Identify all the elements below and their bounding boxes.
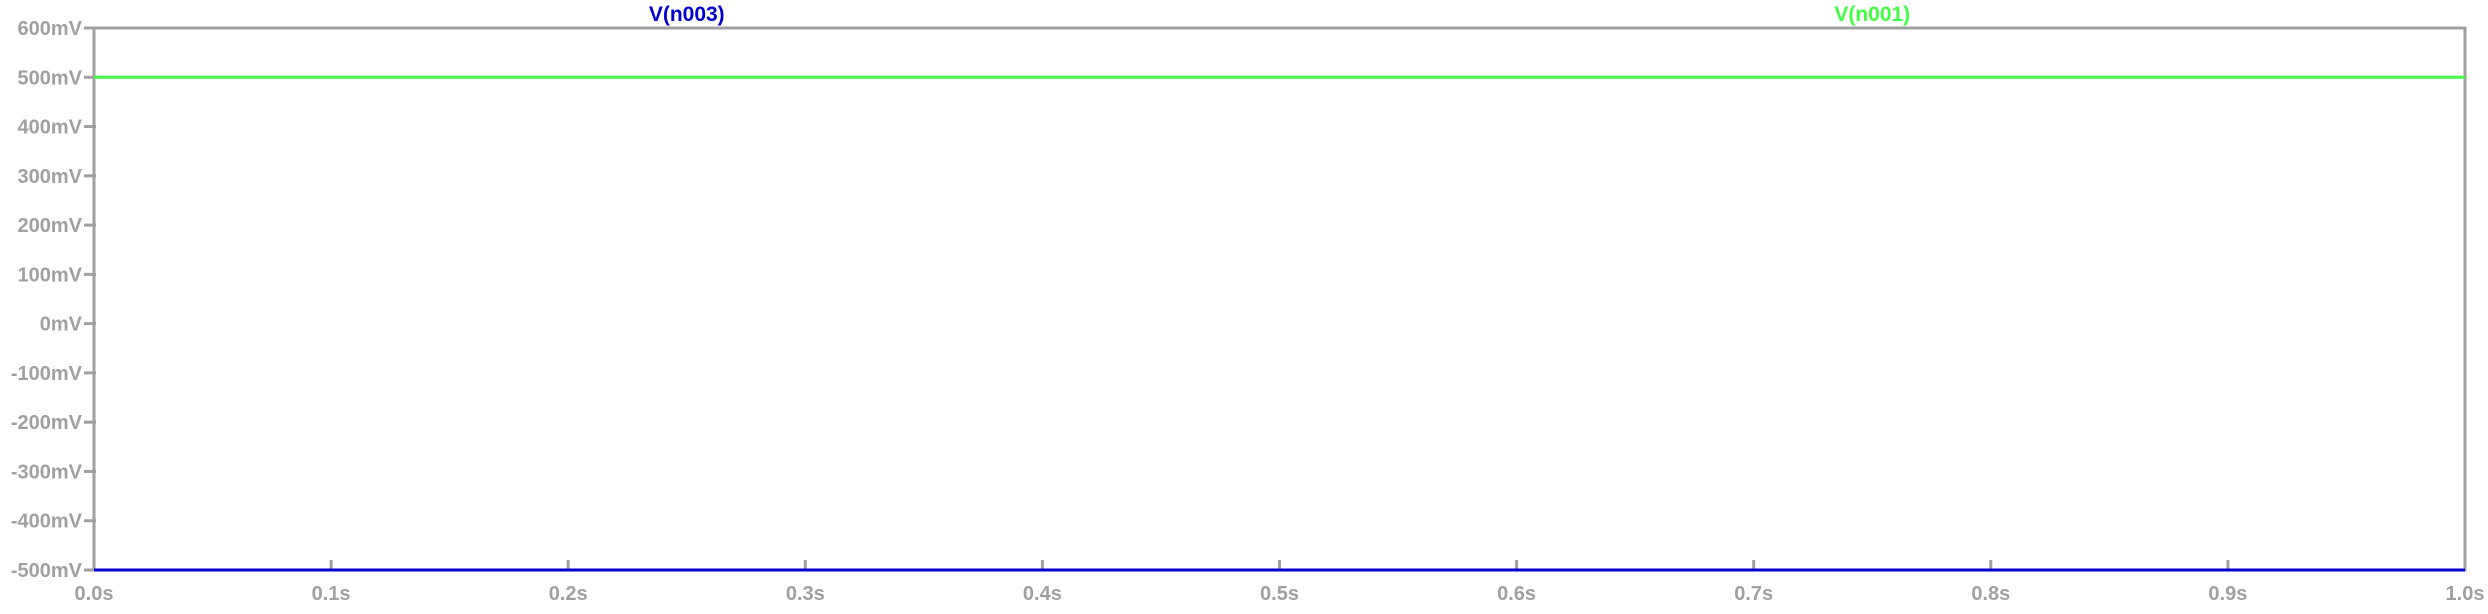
x-tick-label: 0.5s [1260, 583, 1299, 605]
y-tick-label: 0mV [40, 314, 83, 336]
x-tick-label: 0.6s [1497, 583, 1536, 605]
series-label-vn001[interactable]: V(n001) [1834, 3, 1910, 26]
x-tick-label: 1.0s [2446, 583, 2485, 605]
y-tick-label: -100mV [11, 363, 83, 385]
y-tick-label: 600mV [18, 18, 83, 40]
x-tick-label: 0.2s [549, 583, 588, 605]
x-tick-label: 0.3s [786, 583, 825, 605]
x-tick-label: 0.0s [75, 583, 114, 605]
series-traces [94, 75, 2465, 572]
x-tick-label: 0.9s [2208, 583, 2247, 605]
y-tick-label: -200mV [11, 412, 83, 434]
x-tick-label: 0.8s [1971, 583, 2010, 605]
x-tick-label: 0.1s [312, 583, 351, 605]
series-legend: V(n003) V(n001) [649, 3, 1910, 26]
y-tick-label: 200mV [18, 215, 83, 237]
y-tick-label: -500mV [11, 560, 83, 582]
y-axis-ticks: 600mV 500mV 400mV 300mV 200mV 100mV 0mV -100mV -… [11, 18, 96, 582]
y-tick-label: -300mV [11, 461, 83, 483]
y-tick-label: -400mV [11, 511, 83, 533]
y-tick-label: 400mV [18, 117, 83, 139]
y-tick-label: 500mV [18, 67, 83, 89]
x-axis-ticks: 0.0s 0.1s 0.2s 0.3s 0.4s 0.5s 0.6s 0.7s 0.8s 0.9s… [75, 560, 2485, 605]
y-tick-label: 100mV [18, 264, 83, 286]
x-tick-label: 0.7s [1734, 583, 1773, 605]
y-tick-label: 300mV [18, 166, 83, 188]
series-label-vn003[interactable]: V(n003) [649, 3, 725, 26]
plot-frame [92, 26, 2467, 572]
x-tick-label: 0.4s [1023, 583, 1062, 605]
